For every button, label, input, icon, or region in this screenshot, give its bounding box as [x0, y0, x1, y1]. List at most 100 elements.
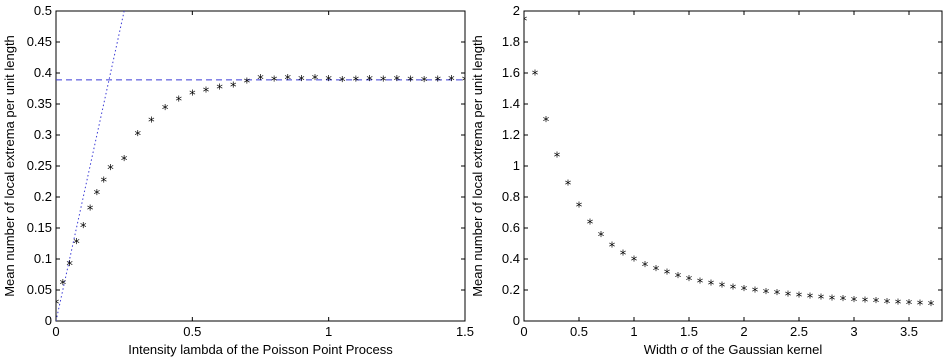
right-data-point: *: [598, 230, 605, 245]
right-data-point: *: [928, 299, 935, 314]
left-data-point: *: [407, 74, 414, 89]
right-y-tick-label: 1: [513, 158, 520, 173]
left-data-point: *: [462, 74, 469, 89]
right-x-tick-label: 1.5: [680, 324, 698, 339]
left-data-point: *: [100, 176, 107, 191]
right-data-point: *: [532, 69, 539, 84]
left-y-tick-label: 0.3: [34, 127, 52, 142]
right-data-point: *: [917, 299, 924, 314]
left-data-point: *: [394, 74, 401, 89]
right-data-point: *: [719, 281, 726, 296]
right-data-point: *: [653, 264, 660, 279]
left-data-point: *: [325, 74, 332, 89]
left-data-point: *: [87, 203, 94, 218]
right-data-point: *: [609, 241, 616, 256]
right-data-point: *: [521, 14, 528, 29]
right-x-tick-label: 0.5: [570, 324, 588, 339]
right-y-tick-label: 1.2: [502, 127, 520, 142]
left-data-point: *: [216, 83, 223, 98]
left-data-point: *: [244, 76, 251, 91]
right-y-tick-label: 0.4: [502, 251, 520, 266]
right-data-point: *: [642, 260, 649, 275]
left-data-point: *: [80, 221, 87, 236]
right-data-point: *: [631, 255, 638, 270]
right-data-point: *: [576, 200, 583, 215]
right-x-tick-label: 1: [630, 324, 637, 339]
right-x-tick-label: 3.5: [900, 324, 918, 339]
left-x-tick-label: 1.5: [456, 324, 474, 339]
left-y-tick-label: 0.35: [27, 96, 52, 111]
left-y-tick-label: 0.4: [34, 65, 52, 80]
right-y-tick-label: 1.6: [502, 65, 520, 80]
left-y-tick-label: 0.5: [34, 3, 52, 18]
left-x-tick-label: 0: [52, 324, 59, 339]
right-data-point: *: [873, 296, 880, 311]
left-y-tick-label: 0: [45, 313, 52, 328]
right-y-tick-label: 0.8: [502, 189, 520, 204]
left-data-point: *: [230, 81, 237, 96]
left-data-point: *: [162, 103, 169, 118]
left-x-axis-label: Intensity lambda of the Poisson Point Pr…: [128, 342, 393, 357]
left-x-tick-label: 0.5: [183, 324, 201, 339]
left-data-point: *: [189, 89, 196, 104]
right-x-tick-label: 3: [850, 324, 857, 339]
left-y-tick-label: 0.15: [27, 220, 52, 235]
left-data-point: *: [421, 75, 428, 90]
right-data-point: *: [708, 279, 715, 294]
chart-intensity: 0 0.5 1 1.5 0 0.05 0.1 0.15 0.2 0.25 0.3 0.35 0.4 0.4…: [2, 3, 474, 357]
left-data-point: *: [366, 74, 373, 89]
left-data-point: *: [339, 75, 346, 90]
right-data-point: *: [818, 292, 825, 307]
left-data-point: *: [312, 73, 319, 88]
left-data-point: *: [135, 129, 142, 144]
left-data-point: *: [434, 74, 441, 89]
left-plot-frame: [55, 10, 466, 322]
right-data-point: *: [675, 271, 682, 286]
right-data-point: *: [697, 277, 704, 292]
right-data-point: *: [774, 288, 781, 303]
right-x-tick-label: 0: [520, 324, 527, 339]
left-y-tick-label: 0.45: [27, 34, 52, 49]
right-data-point: *: [906, 298, 913, 313]
right-data-point: *: [851, 295, 858, 310]
right-y-tick-label: 0: [513, 313, 520, 328]
right-x-tick-label: 2.5: [790, 324, 808, 339]
right-data-point: *: [752, 286, 759, 301]
left-data-point: *: [148, 115, 155, 130]
left-reference-line-dotted: [56, 11, 125, 321]
right-y-tick-label: 1.8: [502, 34, 520, 49]
right-data-point: *: [785, 289, 792, 304]
chart-kernel-width: 0 0.5 1 1.5 2 2.5 3 3.5 0 0.2 0.4 0.6 0.8 1 1.2 1.4 1.6 1…: [470, 3, 943, 357]
left-y-tick-label: 0.25: [27, 158, 52, 173]
left-y-tick-label: 0.2: [34, 189, 52, 204]
left-data-point: *: [380, 74, 387, 89]
right-data-point: *: [763, 287, 770, 302]
right-plot-frame: [523, 10, 943, 322]
right-x-axis-label: Width σ of the Gaussian kernel: [644, 342, 823, 357]
right-data-point: *: [686, 274, 693, 289]
left-y-axis-label: Mean number of local extrema per unit le…: [2, 35, 17, 297]
right-y-axis-label: Mean number of local extrema per unit le…: [470, 35, 485, 297]
left-data-point: *: [298, 74, 305, 89]
left-data-point: *: [271, 74, 278, 89]
right-data-point: *: [565, 179, 572, 194]
right-data-point: *: [730, 282, 737, 297]
right-data-point: *: [554, 151, 561, 166]
left-data-point: *: [353, 74, 360, 89]
right-data-point: *: [543, 115, 550, 130]
right-data-point: *: [829, 293, 836, 308]
left-data-point: *: [66, 259, 73, 274]
right-data-point: *: [796, 290, 803, 305]
right-y-tick-label: 2: [513, 3, 520, 18]
left-data-point: *: [203, 86, 210, 101]
left-data-point: *: [285, 73, 292, 88]
right-data-point: *: [862, 296, 869, 311]
right-y-tick-label: 1.4: [502, 96, 520, 111]
right-data-point: *: [884, 297, 891, 312]
right-data-point: *: [664, 268, 671, 283]
right-y-tick-label: 0.2: [502, 282, 520, 297]
left-data-point: *: [121, 154, 128, 169]
right-data-point: *: [741, 284, 748, 299]
right-y-tick-label: 0.6: [502, 220, 520, 235]
